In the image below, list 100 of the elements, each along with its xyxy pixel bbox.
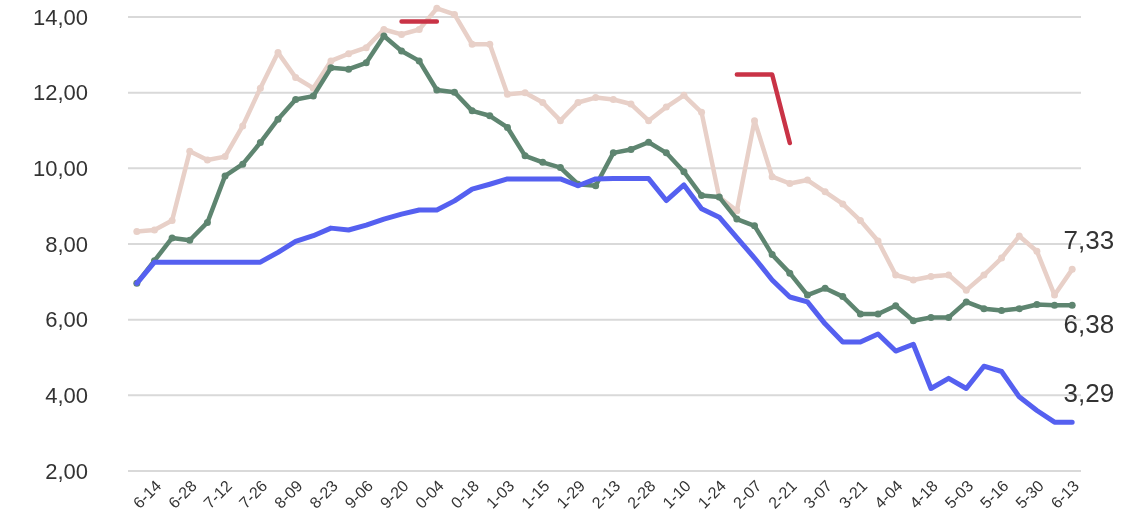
point [133,228,141,236]
point [362,44,370,52]
point [256,84,264,92]
point [327,64,335,72]
point [1015,305,1023,313]
point [909,276,917,284]
point [786,179,794,187]
point [1068,301,1076,309]
point [345,65,353,73]
point [433,4,441,12]
point [309,92,317,100]
y-tick-label: 12,00 [32,80,88,106]
y-tick-label: 10,00 [32,156,88,182]
point [998,254,1006,262]
point [186,236,194,244]
point [662,103,670,111]
x-tick-label: 3-21 [835,476,871,509]
point [803,291,811,299]
point [592,94,600,102]
x-tick-label: 7-12 [200,476,236,509]
point [874,310,882,318]
point [539,99,547,107]
point [486,40,494,48]
y-tick-label: 14,00 [32,4,88,30]
point [168,217,176,225]
point [1051,301,1059,309]
point [892,302,900,310]
point [786,269,794,277]
point [433,86,441,94]
point [733,215,741,223]
point [909,317,917,325]
x-tick-label: 8-23 [306,476,342,509]
point [698,192,706,200]
point [680,168,688,176]
point [327,57,335,65]
x-tick-label: 7-26 [235,476,271,509]
x-tick-label: 4-18 [906,476,942,509]
point [892,271,900,279]
point [468,107,476,115]
point [292,74,300,82]
point [503,90,511,98]
point [768,173,776,181]
x-tick-label: 6-28 [165,476,200,509]
point [415,26,423,34]
x-tick-label: 5-03 [941,476,977,509]
point [839,293,847,301]
point [203,218,211,226]
x-tick-label: 0-18 [447,476,483,509]
point [415,57,423,65]
point [468,40,476,48]
point [980,271,988,279]
point [380,26,388,34]
point [256,139,264,147]
point [733,207,741,215]
point [945,271,953,279]
point [203,156,211,164]
point [627,100,635,108]
x-tick-label: 6-13 [1047,476,1083,509]
point [380,32,388,40]
y-tick-label: 2,00 [45,458,88,484]
point [292,96,300,103]
point [927,273,935,281]
point [645,138,653,146]
point [521,89,529,97]
point [962,286,970,294]
point [1033,247,1041,255]
point [609,149,617,157]
point [486,112,494,120]
point [856,310,864,318]
point [627,145,635,153]
point [239,122,247,130]
x-tick-label: 9-06 [341,476,377,509]
point [821,188,829,196]
point [503,123,511,131]
point [150,226,158,234]
point [698,108,706,116]
point [274,115,282,123]
point [521,152,529,160]
point [768,251,776,259]
point [168,234,176,242]
point [239,160,247,168]
x-tick-label: 9-20 [376,476,412,509]
point [945,313,953,321]
data-label: 3,29 [1063,378,1115,409]
point [450,10,458,18]
point [751,222,759,230]
point [962,298,970,306]
point [821,284,829,292]
point [592,182,600,190]
point [398,30,406,38]
x-tick-label: 8-09 [271,476,306,509]
y-tick-label: 8,00 [45,231,88,257]
point [803,176,811,184]
point [1015,232,1023,240]
point [839,200,847,208]
point [1033,301,1041,309]
point [186,147,194,155]
point [1068,265,1076,273]
x-tick-label: 5-16 [976,476,1012,509]
point [345,50,353,58]
